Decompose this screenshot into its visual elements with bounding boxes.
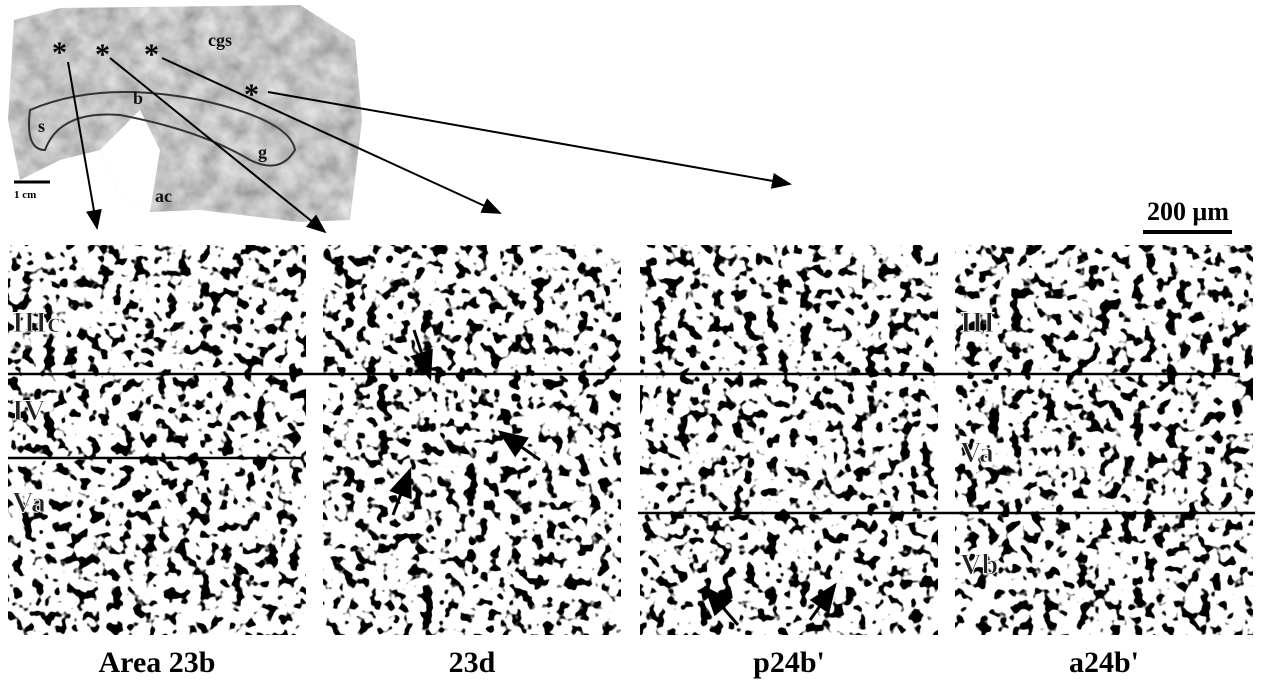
layer-label: Va xyxy=(12,486,46,519)
asterisk: * xyxy=(52,36,67,69)
micrograph xyxy=(323,245,621,635)
micrograph-panel: a24b' III Va Vb xyxy=(955,245,1253,679)
scale-label: 200 μm xyxy=(1147,197,1229,226)
asterisk: * xyxy=(95,38,110,71)
layer-label: Va xyxy=(960,436,994,469)
brain-label: ac xyxy=(155,186,172,206)
micrograph xyxy=(955,245,1253,635)
brain-scale-label: 1 cm xyxy=(14,189,36,201)
brain-label: b xyxy=(133,88,143,108)
asterisk: * xyxy=(144,38,159,71)
panel-caption: p24b' xyxy=(753,646,825,679)
figure: * * * * cgs s b g ac 1 cm 200 μm Area 23b IIIc IV Va… xyxy=(0,0,1264,684)
panel-caption: 23d xyxy=(449,646,496,679)
brain-label: cgs xyxy=(208,30,232,50)
panel-caption: Area 23b xyxy=(99,646,216,679)
layer-label: IV xyxy=(12,394,46,427)
micrograph xyxy=(640,245,938,635)
asterisk: * xyxy=(244,78,259,111)
panel-caption: a24b' xyxy=(1069,646,1139,679)
micrograph xyxy=(8,245,306,635)
micrograph-panel: 23d xyxy=(323,245,621,679)
brain-label: g xyxy=(258,142,267,162)
layer-label: III xyxy=(960,306,995,339)
layer-label: IIIc xyxy=(12,306,60,339)
brain-label: s xyxy=(38,116,45,136)
micrograph-panel: p24b' xyxy=(640,245,938,679)
micrograph-panel: Area 23b IIIc IV Va xyxy=(8,245,306,679)
layer-label: Vb xyxy=(960,548,998,581)
